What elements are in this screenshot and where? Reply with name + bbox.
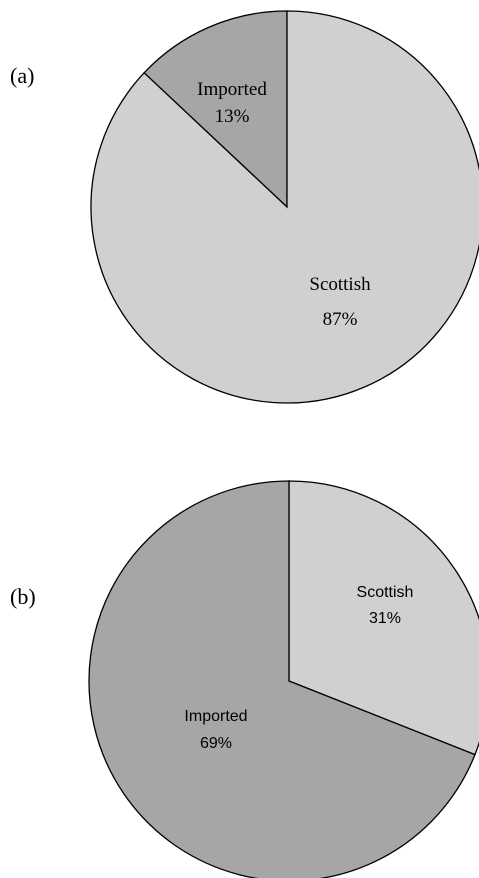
pie-chart-b: (b) Scottish 31% Imported 69% bbox=[10, 480, 479, 878]
pie-b-label-scottish-name: Scottish bbox=[357, 584, 414, 601]
pie-a-label-scottish-name: Scottish bbox=[309, 274, 371, 295]
panel-label-a: (a) bbox=[10, 63, 34, 88]
pie-b-slice-imported bbox=[88, 480, 476, 878]
pie-b-label-imported-name: Imported bbox=[184, 708, 247, 725]
pie-a-label-scottish-pct: 87% bbox=[323, 309, 358, 330]
pie-a-label-imported-name: Imported bbox=[197, 79, 267, 100]
panel-label-b: (b) bbox=[10, 584, 36, 609]
pie-a-slice-imported bbox=[143, 10, 288, 209]
pie-b-label-scottish-pct: 31% bbox=[369, 610, 401, 627]
pie-b-label-imported-pct: 69% bbox=[200, 735, 232, 752]
pie-a-label-imported-pct: 13% bbox=[215, 106, 250, 127]
pie-chart-a: (a) Imported 13% Scottish 87% bbox=[10, 10, 479, 404]
pie-b-slice-scottish bbox=[288, 480, 479, 756]
pie-a-slice-scottish bbox=[90, 10, 479, 404]
